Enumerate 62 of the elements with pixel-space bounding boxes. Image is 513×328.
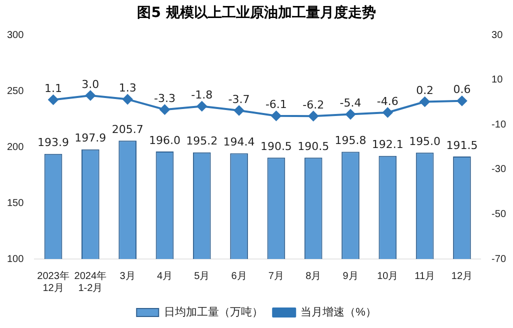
data-label: 3.0 [82,78,100,91]
y2-tick-label: -10 [492,119,506,130]
chart-title: 图5 规模以上工业原油加工量月度走势 [136,4,377,23]
y-tick-label: 250 [6,86,24,97]
data-label: 192.1 [372,138,404,152]
y2-tick-label: 30 [492,30,504,41]
data-label: 0.6 [453,83,471,96]
y2-tick-label: 10 [492,74,504,86]
y2-tick-label: -30 [492,164,506,176]
x-tick-label: 4月 [156,270,173,282]
point [346,109,356,120]
data-label: -6.2 [302,98,324,112]
data-label: 195.0 [409,134,441,148]
x-tick-label: 6月 [231,270,247,282]
point [456,96,467,106]
x-tick-label: 3月 [120,270,136,282]
point [196,101,207,112]
point [122,94,133,104]
data-label: -3.7 [228,92,250,106]
point [234,105,244,116]
x-tick-label: 9月 [342,270,358,282]
y2-tick-label: -70 [492,254,506,265]
point [420,96,430,107]
point [271,110,282,121]
data-label: 0.2 [416,84,434,98]
data-label: -5.4 [340,96,362,110]
data-label: 196.0 [148,134,180,147]
x-tick-label: 2024年 1-2月 [74,270,107,294]
y-tick-label: 100 [6,254,24,265]
data-label: 190.5 [260,140,292,153]
data-label: -3.3 [154,92,176,105]
data-label: 193.9 [38,136,70,150]
x-tick-label: 2023年 12月 [37,270,70,294]
data-label: 194.4 [223,136,255,149]
y-tick-label: 300 [6,30,24,41]
data-label: 1.3 [118,82,136,95]
data-label: 195.2 [186,134,218,148]
data-label: 195.8 [334,134,366,148]
data-label: -6.1 [265,98,287,112]
y2-tick-label: -50 [492,208,506,220]
x-tick-label: 10月 [377,270,398,282]
x-tick-label: 12月 [451,270,473,282]
x-tick-label: 8月 [306,270,322,282]
x-tick-label: 5月 [194,270,210,282]
y-tick-label: 200 [6,142,24,153]
legend-label: 日均加工量（万吨） [164,306,264,319]
data-label: -1.8 [191,88,213,102]
legend-label: 当月增速（%） [300,306,376,319]
data-label: 191.5 [446,138,478,152]
point [382,108,393,118]
point [160,104,170,115]
data-label: 205.7 [112,122,144,136]
point [48,94,58,105]
data-label: 1.1 [44,82,62,96]
y-tick-label: 150 [6,198,24,209]
point [85,90,96,100]
point [308,111,318,122]
data-label: -4.6 [376,94,398,108]
x-tick-label: 11月 [414,270,436,282]
data-label: 190.5 [298,140,330,153]
x-tick-label: 7月 [268,270,284,282]
data-label: 197.9 [74,132,106,145]
